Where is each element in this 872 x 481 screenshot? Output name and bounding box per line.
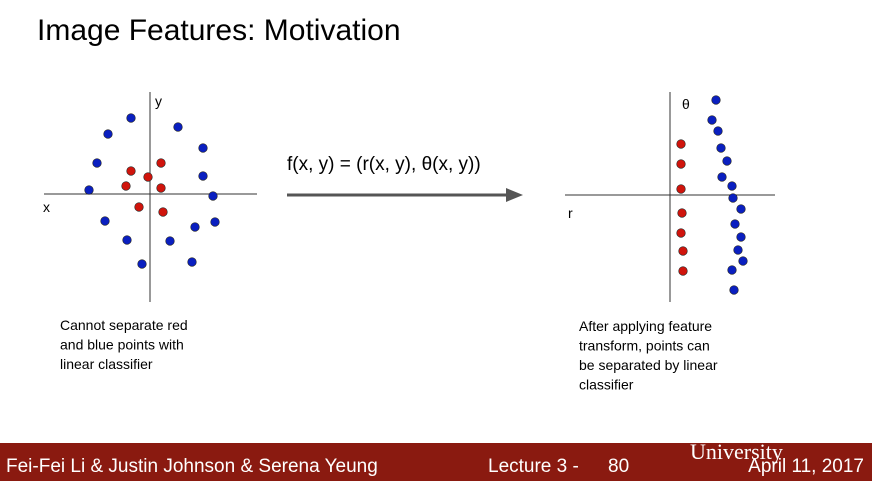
dot	[727, 181, 737, 191]
dot	[728, 193, 738, 203]
dot	[713, 126, 723, 136]
y-label: θ	[682, 96, 690, 112]
formula: f(x, y) = (r(x, y), θ(x, y))	[287, 154, 481, 175]
footer-page: 80	[608, 456, 629, 477]
dot	[121, 181, 131, 191]
footer-authors: Fei-Fei Li & Justin Johnson & Serena Yeu…	[6, 456, 378, 477]
dot	[173, 122, 183, 132]
footer-date: April 11, 2017	[748, 456, 864, 477]
dot	[736, 204, 746, 214]
dot	[137, 259, 147, 269]
dot	[156, 158, 166, 168]
dot	[92, 158, 102, 168]
left-plot: y x	[43, 92, 257, 302]
dot	[736, 232, 746, 242]
title: Image Features: Motivation	[37, 14, 401, 47]
dot	[677, 208, 687, 218]
caption-line: transform, points can	[579, 338, 710, 354]
dot	[707, 115, 717, 125]
caption-line: classifier	[579, 377, 634, 393]
dot	[165, 236, 175, 246]
dot	[722, 156, 732, 166]
dot	[730, 219, 740, 229]
dot	[126, 113, 136, 123]
dot	[103, 129, 113, 139]
dot	[198, 171, 208, 181]
dot	[122, 235, 132, 245]
dot	[716, 143, 726, 153]
caption-line: Cannot separate red	[60, 317, 188, 333]
dot	[208, 191, 218, 201]
dot	[190, 222, 200, 232]
dot	[143, 172, 153, 182]
footer-logo: University	[690, 439, 783, 464]
dot	[717, 172, 727, 182]
right-plot: θ r	[565, 92, 775, 302]
dot	[198, 143, 208, 153]
dot	[676, 184, 686, 194]
dot	[134, 202, 144, 212]
dot	[729, 285, 739, 295]
dot	[727, 265, 737, 275]
dot	[156, 183, 166, 193]
dot	[158, 207, 168, 217]
arrow-head	[506, 188, 523, 202]
dot	[84, 185, 94, 195]
y-label: y	[155, 93, 162, 109]
dot	[678, 246, 688, 256]
dot	[678, 266, 688, 276]
caption-line: and blue points with	[60, 337, 184, 353]
x-label: x	[43, 199, 50, 215]
dot	[676, 139, 686, 149]
x-label: r	[568, 205, 573, 221]
dot	[210, 217, 220, 227]
dot	[676, 159, 686, 169]
dot	[711, 95, 721, 105]
caption-line: linear classifier	[60, 356, 153, 372]
dot	[100, 216, 110, 226]
left-caption: Cannot separate red and blue points with l…	[60, 317, 188, 372]
footer-bar	[0, 443, 872, 481]
caption-line: be separated by linear	[579, 357, 718, 373]
footer-lecture: Lecture 3 -	[488, 456, 579, 477]
dot	[676, 228, 686, 238]
right-caption: After applying feature transform, points …	[579, 318, 718, 393]
dot	[187, 257, 197, 267]
caption-line: After applying feature	[579, 318, 712, 334]
dot	[733, 245, 743, 255]
dot	[738, 256, 748, 266]
dot	[126, 166, 136, 176]
